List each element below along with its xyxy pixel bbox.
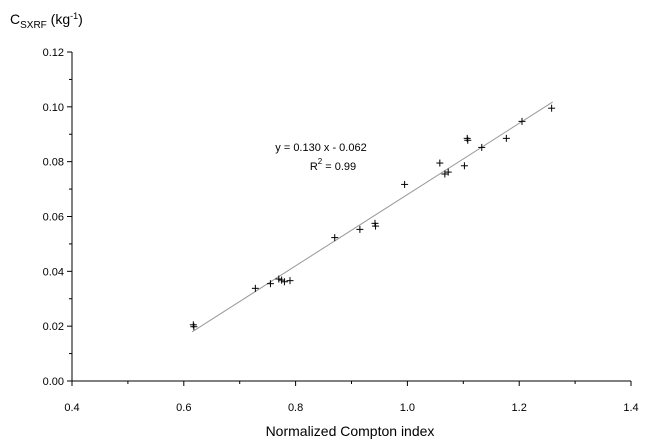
r-squared-value: = 0.99 xyxy=(322,161,356,173)
x-tick-label: 1.0 xyxy=(400,402,415,414)
fit-equation: y = 0.130 x - 0.062 xyxy=(275,142,366,154)
y-tick-label: 0.12 xyxy=(43,47,64,59)
data-point xyxy=(444,168,452,176)
data-point xyxy=(251,284,259,292)
y-axis-title-unit-superscript: -1 xyxy=(70,11,78,21)
x-tick-label: 0.6 xyxy=(176,402,191,414)
data-points xyxy=(189,104,556,331)
x-tick-label: 1.2 xyxy=(512,402,527,414)
data-point xyxy=(518,117,526,125)
data-point xyxy=(548,104,556,112)
x-tick-label: 1.4 xyxy=(623,402,638,414)
r-squared-superscript: 2 xyxy=(318,157,323,166)
data-point xyxy=(502,134,510,142)
y-tick-label: 0.00 xyxy=(43,376,64,388)
x-tick-label: 0.4 xyxy=(64,402,79,414)
data-point xyxy=(331,234,339,242)
data-point xyxy=(372,222,380,230)
axes: 0.00 0.02 0.04 0.06 0.08 0.10 0.12 0.4 0.6 0.8 1.0… xyxy=(43,47,639,414)
y-tick-label: 0.10 xyxy=(43,102,64,114)
data-point xyxy=(286,277,294,285)
y-tick-label: 0.06 xyxy=(43,212,64,224)
r-squared-label: R2 = 0.99 xyxy=(310,157,356,173)
data-point xyxy=(463,134,471,142)
data-point xyxy=(189,321,197,329)
y-axis-title-unit-prefix: (kg xyxy=(47,11,70,27)
data-point xyxy=(441,170,449,178)
y-axis-title-subscript: SXRF xyxy=(20,20,47,31)
fit-line xyxy=(191,101,554,333)
fit-line-group xyxy=(191,101,554,333)
data-point xyxy=(280,278,288,286)
y-tick-label: 0.08 xyxy=(43,157,64,169)
y-axis-title: CSXRF (kg-1) xyxy=(10,11,83,31)
x-axis-title: Normalized Compton index xyxy=(266,423,435,439)
y-axis-title-unit-suffix: ) xyxy=(78,11,83,27)
r-squared-letter: R xyxy=(310,161,318,173)
y-tick-label: 0.04 xyxy=(43,266,64,278)
data-point xyxy=(401,180,409,188)
data-point xyxy=(460,162,468,170)
x-tick-label: 0.8 xyxy=(288,402,303,414)
data-point xyxy=(190,323,198,331)
y-tick-label: 0.02 xyxy=(43,321,64,333)
data-point xyxy=(464,136,472,144)
data-point xyxy=(478,143,486,151)
data-point xyxy=(436,159,444,167)
y-axis-title-base: C xyxy=(10,11,20,27)
data-point xyxy=(356,225,364,233)
data-point xyxy=(266,280,274,288)
